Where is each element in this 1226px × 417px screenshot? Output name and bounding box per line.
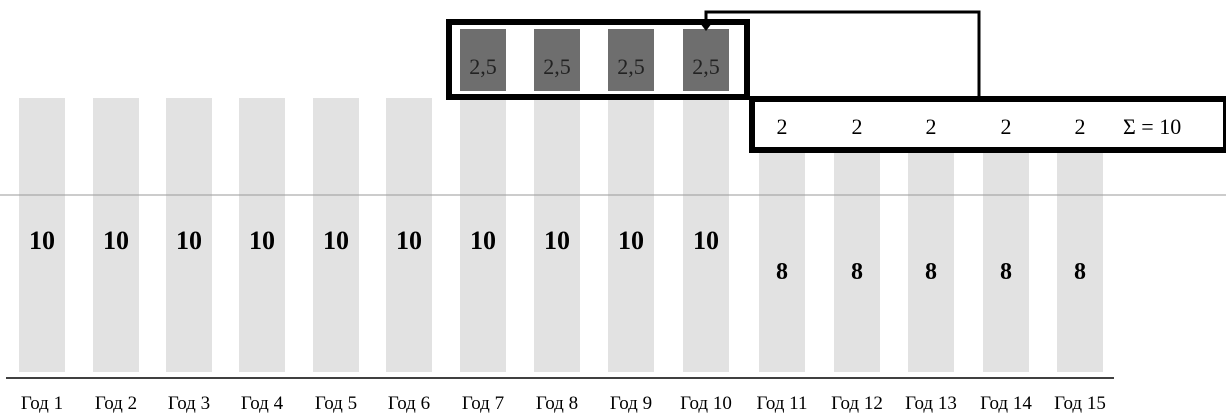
shifted-value-year-7: 2,5 — [469, 54, 497, 79]
deferred-value-year-13: 2 — [926, 114, 937, 139]
deferred-group-frame — [749, 96, 1226, 153]
shifted-block-year-7 — [460, 29, 506, 91]
value-label-year-14: 8 — [1000, 259, 1012, 285]
shifted-value-year-10: 2,5 — [692, 54, 720, 79]
value-label-year-11: 8 — [776, 259, 788, 285]
bar-year-14 — [983, 150, 1029, 372]
year-label-10: Год 10 — [680, 393, 732, 414]
deferred-value-year-11: 2 — [777, 114, 788, 139]
year-label-8: Год 8 — [536, 393, 578, 414]
value-label-year-8: 10 — [544, 226, 570, 255]
year-label-15: Год 15 — [1054, 393, 1106, 414]
bar-year-15 — [1057, 150, 1103, 372]
year-label-2: Год 2 — [95, 393, 137, 414]
value-label-year-9: 10 — [618, 226, 644, 255]
year-label-12: Год 12 — [831, 393, 883, 414]
bar-year-1 — [19, 98, 65, 372]
year-label-1: Год 1 — [21, 393, 63, 414]
year-label-13: Год 13 — [905, 393, 957, 414]
bar-year-6 — [386, 98, 432, 372]
shifted-block-year-10 — [683, 29, 729, 91]
value-label-year-7: 10 — [470, 226, 496, 255]
shifted-group-frame — [446, 19, 750, 100]
year-label-9: Год 9 — [610, 393, 652, 414]
shifted-value-year-9: 2,5 — [617, 54, 645, 79]
arrow-head-icon — [697, 19, 715, 31]
sum-label: Σ = 10 — [1123, 114, 1181, 139]
bar-year-13 — [908, 150, 954, 372]
deferred-value-year-12: 2 — [852, 114, 863, 139]
year-label-14: Год 14 — [980, 393, 1032, 414]
value-label-year-12: 8 — [851, 259, 863, 285]
value-label-year-2: 10 — [103, 226, 129, 255]
value-label-year-3: 10 — [176, 226, 202, 255]
value-label-year-1: 10 — [29, 226, 55, 255]
year-label-4: Год 4 — [241, 393, 284, 414]
bar-year-9 — [608, 98, 654, 372]
year-label-3: Год 3 — [168, 393, 210, 414]
bar-year-3 — [166, 98, 212, 372]
bar-year-12 — [834, 150, 880, 372]
year-label-6: Год 6 — [388, 393, 430, 414]
shifted-value-year-8: 2,5 — [543, 54, 571, 79]
value-label-year-5: 10 — [323, 226, 349, 255]
deferred-value-year-15: 2 — [1075, 114, 1086, 139]
year-label-5: Год 5 — [315, 393, 357, 414]
bar-year-8 — [534, 98, 580, 372]
shifted-block-year-9 — [608, 29, 654, 91]
value-label-year-10: 10 — [693, 226, 719, 255]
bar-year-10 — [683, 98, 729, 372]
year-label-7: Год 7 — [462, 393, 504, 414]
value-label-year-4: 10 — [249, 226, 275, 255]
value-label-year-6: 10 — [396, 226, 422, 255]
bar-year-5 — [313, 98, 359, 372]
value-label-year-13: 8 — [925, 259, 937, 285]
bar-year-4 — [239, 98, 285, 372]
year-label-11: Год 11 — [757, 393, 808, 414]
value-label-year-15: 8 — [1074, 259, 1086, 285]
deferred-value-year-14: 2 — [1001, 114, 1012, 139]
bar-year-2 — [93, 98, 139, 372]
shifted-block-year-8 — [534, 29, 580, 91]
bar-year-7 — [460, 98, 506, 372]
bar-year-11 — [759, 150, 805, 372]
